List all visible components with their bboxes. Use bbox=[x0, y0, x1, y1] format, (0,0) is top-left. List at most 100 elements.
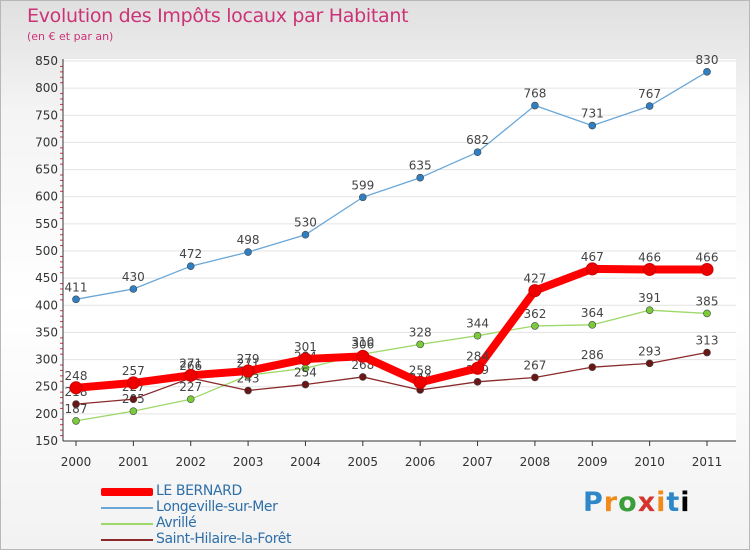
series-3-data-label: 271 bbox=[179, 356, 202, 370]
series-0-point bbox=[72, 295, 80, 304]
y-tick-label: 750 bbox=[35, 108, 58, 122]
series-3-point bbox=[643, 262, 657, 276]
series-0-point bbox=[645, 102, 654, 110]
series-1-point bbox=[416, 340, 424, 349]
series-3-point bbox=[298, 352, 312, 366]
series-1-point bbox=[588, 321, 597, 329]
series-1-data-label: 344 bbox=[466, 317, 489, 331]
series-0-point bbox=[531, 101, 539, 110]
x-tick-label: 2003 bbox=[233, 455, 264, 469]
series-3-point bbox=[241, 364, 255, 378]
series-3-point bbox=[585, 262, 599, 276]
series-0-data-label: 768 bbox=[523, 87, 546, 101]
series-0-point bbox=[588, 121, 597, 130]
series-3-point bbox=[471, 361, 485, 375]
series-1-data-label: 391 bbox=[638, 291, 661, 305]
series-3-point bbox=[356, 349, 370, 363]
series-0-line bbox=[75, 71, 708, 300]
legend-label-saint-hilaire: Saint-Hilaire-la-Forêt bbox=[156, 531, 292, 547]
x-tick-label: 2004 bbox=[290, 455, 321, 469]
series-0-data-label: 767 bbox=[638, 87, 661, 101]
series-0-data-label: 411 bbox=[65, 280, 88, 294]
series-0-point bbox=[473, 148, 482, 156]
x-tick-label: 2009 bbox=[577, 455, 608, 469]
series-2-point bbox=[359, 373, 367, 381]
series-1-data-label: 364 bbox=[581, 306, 604, 320]
series-0-data-label: 498 bbox=[237, 233, 260, 247]
series-3-data-label: 248 bbox=[65, 369, 88, 383]
x-tick-label: 2001 bbox=[118, 455, 149, 469]
series-1-data-label: 385 bbox=[696, 294, 719, 308]
legend-swatch-le-bernard bbox=[101, 488, 153, 496]
series-3-point bbox=[413, 375, 427, 389]
y-tick-label: 850 bbox=[35, 54, 58, 68]
series-1-data-label: 187 bbox=[65, 402, 88, 416]
series-0-data-label: 731 bbox=[581, 107, 604, 121]
series-2-point bbox=[301, 380, 310, 389]
y-tick-label: 150 bbox=[35, 434, 58, 448]
series-1-point bbox=[186, 395, 195, 404]
series-2-data-label: 267 bbox=[523, 358, 546, 372]
series-1-data-label: 227 bbox=[179, 380, 202, 394]
series-3-point bbox=[528, 284, 542, 298]
series-3-point bbox=[700, 262, 714, 276]
y-tick-label: 800 bbox=[35, 81, 58, 95]
series-3-data-label: 258 bbox=[409, 363, 432, 377]
y-tick-label: 700 bbox=[35, 135, 58, 149]
series-0-data-label: 682 bbox=[466, 133, 489, 147]
series-1-point bbox=[72, 417, 80, 425]
series-3-point bbox=[184, 368, 198, 382]
series-1-point bbox=[473, 331, 482, 340]
series-1-data-label: 362 bbox=[523, 307, 546, 321]
y-tick-label: 450 bbox=[35, 271, 58, 285]
series-1-data-label: 328 bbox=[409, 325, 432, 339]
series-0-data-label: 430 bbox=[122, 270, 145, 284]
series-2-point bbox=[703, 348, 711, 357]
series-2-data-label: 254 bbox=[294, 366, 317, 380]
series-2-point bbox=[531, 373, 539, 382]
series-1-data-label: 310 bbox=[351, 335, 374, 349]
series-3-point bbox=[69, 381, 83, 395]
series-2-point bbox=[588, 363, 597, 371]
chart-title: Evolution des Impôts locaux par Habitant bbox=[27, 5, 409, 27]
series-0-data-label: 599 bbox=[351, 178, 374, 192]
y-tick-label: 550 bbox=[35, 217, 58, 231]
legend-swatch-saint-hilaire bbox=[101, 539, 153, 541]
series-1-point bbox=[645, 306, 654, 314]
series-0-data-label: 635 bbox=[409, 159, 432, 173]
series-2-point bbox=[244, 386, 252, 395]
series-3-data-label: 467 bbox=[581, 250, 604, 264]
series-1-point bbox=[531, 322, 539, 330]
series-1-point bbox=[703, 309, 711, 318]
series-0-point bbox=[244, 248, 252, 256]
y-tick-label: 400 bbox=[35, 298, 58, 312]
x-tick-label: 2010 bbox=[634, 455, 665, 469]
proxiti-logo: Proxiti bbox=[583, 487, 691, 518]
series-3-data-label: 427 bbox=[523, 272, 546, 286]
legend-item-avrille: Avrillé bbox=[101, 515, 361, 531]
series-2-line bbox=[75, 351, 708, 405]
series-0-point bbox=[416, 173, 424, 182]
series-3-data-label: 466 bbox=[696, 250, 719, 264]
legend-label-avrille: Avrillé bbox=[156, 515, 197, 531]
series-3-data-label: 284 bbox=[466, 349, 489, 363]
series-2-point bbox=[645, 359, 654, 368]
series-3-data-label: 466 bbox=[638, 250, 661, 264]
series-2-point bbox=[473, 378, 482, 386]
series-0-point bbox=[129, 285, 138, 293]
legend-swatch-avrille bbox=[101, 523, 153, 525]
series-0-point bbox=[301, 230, 310, 239]
x-tick-label: 2005 bbox=[348, 455, 379, 469]
series-2-data-label: 313 bbox=[696, 334, 719, 348]
y-tick-label: 650 bbox=[35, 163, 58, 177]
series-0-data-label: 530 bbox=[294, 216, 317, 230]
series-0-data-label: 472 bbox=[179, 247, 202, 261]
series-3-data-label: 301 bbox=[294, 340, 317, 354]
series-0-point bbox=[186, 262, 195, 271]
plot-area bbox=[63, 59, 736, 441]
legend-swatch-longeville bbox=[101, 507, 153, 509]
series-3-point bbox=[126, 376, 140, 390]
y-tick-label: 300 bbox=[35, 353, 58, 367]
series-2-data-label: 286 bbox=[581, 348, 604, 362]
x-tick-label: 2008 bbox=[520, 455, 551, 469]
